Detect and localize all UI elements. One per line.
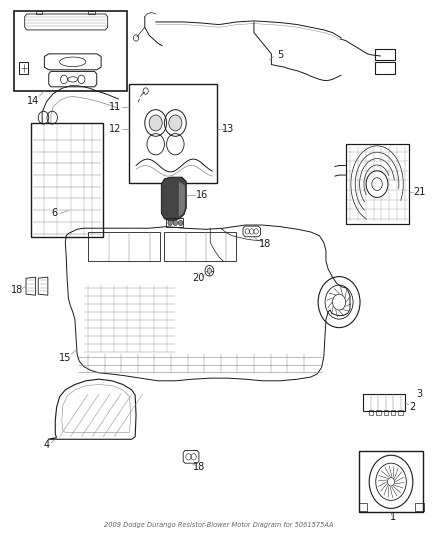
Text: 18: 18 bbox=[11, 286, 23, 295]
Bar bbox=[416, 503, 424, 511]
Text: 6: 6 bbox=[51, 208, 57, 219]
Circle shape bbox=[207, 268, 212, 273]
Text: 11: 11 bbox=[109, 102, 121, 112]
Circle shape bbox=[149, 115, 162, 131]
Circle shape bbox=[169, 115, 182, 131]
Bar bbox=[375, 62, 395, 74]
Bar bbox=[384, 410, 388, 415]
Text: 4: 4 bbox=[43, 440, 49, 450]
Polygon shape bbox=[179, 181, 185, 216]
Text: 18: 18 bbox=[193, 462, 205, 472]
Text: 16: 16 bbox=[196, 190, 208, 200]
Bar bbox=[346, 144, 409, 224]
Circle shape bbox=[168, 220, 172, 225]
Bar bbox=[88, 232, 160, 261]
Text: 15: 15 bbox=[59, 353, 71, 363]
Text: 13: 13 bbox=[222, 124, 234, 134]
Text: 18: 18 bbox=[259, 239, 271, 249]
Text: 12: 12 bbox=[109, 124, 121, 134]
Text: 2009 Dodge Durango Resistor-Blower Motor Diagram for 5061575AA: 2009 Dodge Durango Resistor-Blower Motor… bbox=[104, 522, 334, 528]
Bar bbox=[346, 144, 409, 224]
Bar bbox=[375, 49, 395, 60]
Text: 1: 1 bbox=[390, 512, 396, 522]
Bar bbox=[359, 503, 367, 511]
Text: 3: 3 bbox=[416, 389, 422, 399]
Bar bbox=[31, 123, 103, 237]
Bar bbox=[369, 410, 373, 415]
Bar bbox=[14, 11, 127, 91]
Circle shape bbox=[173, 220, 177, 225]
Bar bbox=[19, 62, 28, 74]
Bar bbox=[363, 394, 405, 411]
Circle shape bbox=[178, 220, 183, 225]
Text: 5: 5 bbox=[277, 50, 283, 60]
Text: 2: 2 bbox=[409, 402, 415, 413]
Bar bbox=[391, 410, 396, 415]
Polygon shape bbox=[161, 177, 186, 221]
Text: 20: 20 bbox=[192, 273, 205, 283]
Bar bbox=[166, 218, 183, 227]
Circle shape bbox=[366, 171, 388, 197]
Bar bbox=[130, 84, 217, 182]
Circle shape bbox=[388, 478, 395, 486]
Bar bbox=[359, 451, 424, 512]
Bar bbox=[376, 410, 381, 415]
Bar bbox=[399, 410, 403, 415]
Text: 21: 21 bbox=[413, 187, 425, 197]
Bar bbox=[164, 232, 237, 261]
Text: 14: 14 bbox=[27, 95, 39, 106]
